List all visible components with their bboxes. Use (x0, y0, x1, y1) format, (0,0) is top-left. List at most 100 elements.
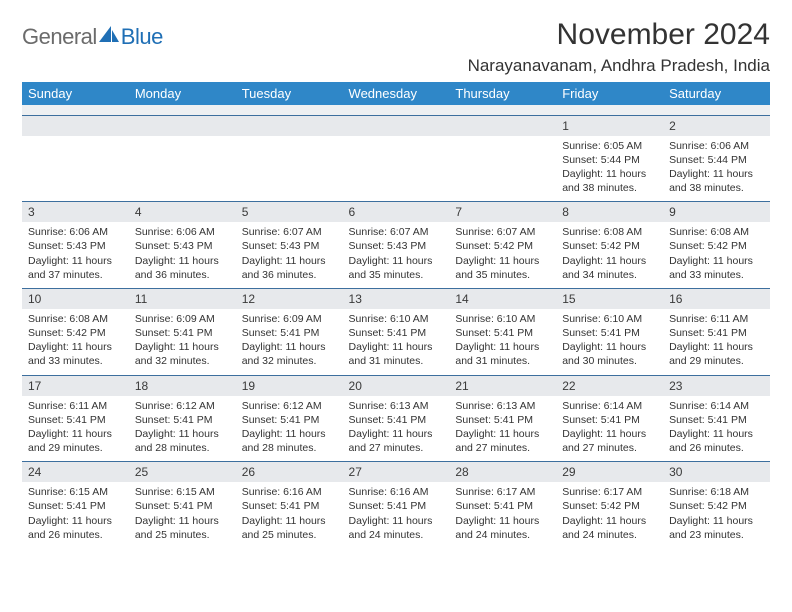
day-cell: 28Sunrise: 6:17 AMSunset: 5:41 PMDayligh… (449, 462, 556, 548)
day-body: Sunrise: 6:05 AMSunset: 5:44 PMDaylight:… (556, 136, 663, 202)
day-sr: Sunrise: 6:09 AM (135, 312, 230, 326)
day-d1: Daylight: 11 hours (349, 340, 444, 354)
day-cell: 24Sunrise: 6:15 AMSunset: 5:41 PMDayligh… (22, 462, 129, 548)
day-cell: 17Sunrise: 6:11 AMSunset: 5:41 PMDayligh… (22, 375, 129, 462)
dow-thursday: Thursday (449, 82, 556, 105)
day-d2: and 33 minutes. (28, 354, 123, 368)
day-sr: Sunrise: 6:10 AM (455, 312, 550, 326)
day-cell: 13Sunrise: 6:10 AMSunset: 5:41 PMDayligh… (343, 288, 450, 375)
day-d2: and 31 minutes. (349, 354, 444, 368)
day-cell: . (129, 115, 236, 202)
day-number: 2 (663, 116, 770, 136)
dow-tuesday: Tuesday (236, 82, 343, 105)
day-d1: Daylight: 11 hours (562, 514, 657, 528)
day-d1: Daylight: 11 hours (349, 427, 444, 441)
day-cell: 5Sunrise: 6:07 AMSunset: 5:43 PMDaylight… (236, 202, 343, 289)
day-body: Sunrise: 6:09 AMSunset: 5:41 PMDaylight:… (129, 309, 236, 375)
day-body (343, 136, 450, 192)
day-ss: Sunset: 5:44 PM (669, 153, 764, 167)
day-d2: and 26 minutes. (28, 528, 123, 542)
day-number: 21 (449, 376, 556, 396)
day-cell: 23Sunrise: 6:14 AMSunset: 5:41 PMDayligh… (663, 375, 770, 462)
day-ss: Sunset: 5:41 PM (242, 499, 337, 513)
day-sr: Sunrise: 6:14 AM (669, 399, 764, 413)
day-d2: and 26 minutes. (669, 441, 764, 455)
week-row: 17Sunrise: 6:11 AMSunset: 5:41 PMDayligh… (22, 375, 770, 462)
day-d2: and 35 minutes. (455, 268, 550, 282)
day-ss: Sunset: 5:41 PM (349, 326, 444, 340)
day-cell: 12Sunrise: 6:09 AMSunset: 5:41 PMDayligh… (236, 288, 343, 375)
day-sr: Sunrise: 6:18 AM (669, 485, 764, 499)
day-body: Sunrise: 6:11 AMSunset: 5:41 PMDaylight:… (663, 309, 770, 375)
day-number: 30 (663, 462, 770, 482)
day-sr: Sunrise: 6:07 AM (349, 225, 444, 239)
day-cell: 8Sunrise: 6:08 AMSunset: 5:42 PMDaylight… (556, 202, 663, 289)
day-d1: Daylight: 11 hours (455, 254, 550, 268)
day-number: 13 (343, 289, 450, 309)
day-ss: Sunset: 5:41 PM (135, 413, 230, 427)
day-ss: Sunset: 5:41 PM (135, 499, 230, 513)
day-d2: and 35 minutes. (349, 268, 444, 282)
dow-sunday: Sunday (22, 82, 129, 105)
day-d2: and 37 minutes. (28, 268, 123, 282)
day-d1: Daylight: 11 hours (349, 514, 444, 528)
day-d2: and 25 minutes. (242, 528, 337, 542)
day-body: Sunrise: 6:09 AMSunset: 5:41 PMDaylight:… (236, 309, 343, 375)
day-cell: 25Sunrise: 6:15 AMSunset: 5:41 PMDayligh… (129, 462, 236, 548)
day-body: Sunrise: 6:11 AMSunset: 5:41 PMDaylight:… (22, 396, 129, 462)
day-number: 16 (663, 289, 770, 309)
day-body: Sunrise: 6:10 AMSunset: 5:41 PMDaylight:… (449, 309, 556, 375)
day-d1: Daylight: 11 hours (135, 427, 230, 441)
day-cell: 19Sunrise: 6:12 AMSunset: 5:41 PMDayligh… (236, 375, 343, 462)
day-sr: Sunrise: 6:08 AM (28, 312, 123, 326)
day-cell: 7Sunrise: 6:07 AMSunset: 5:42 PMDaylight… (449, 202, 556, 289)
calendar-table: Sunday Monday Tuesday Wednesday Thursday… (22, 82, 770, 548)
day-ss: Sunset: 5:42 PM (562, 239, 657, 253)
day-body: Sunrise: 6:14 AMSunset: 5:41 PMDaylight:… (663, 396, 770, 462)
day-ss: Sunset: 5:43 PM (349, 239, 444, 253)
day-number: 20 (343, 376, 450, 396)
day-ss: Sunset: 5:41 PM (135, 326, 230, 340)
day-number: 29 (556, 462, 663, 482)
day-cell: 3Sunrise: 6:06 AMSunset: 5:43 PMDaylight… (22, 202, 129, 289)
day-cell: 4Sunrise: 6:06 AMSunset: 5:43 PMDaylight… (129, 202, 236, 289)
day-cell: . (343, 115, 450, 202)
day-cell: . (22, 115, 129, 202)
day-number: 1 (556, 116, 663, 136)
day-ss: Sunset: 5:42 PM (455, 239, 550, 253)
day-d1: Daylight: 11 hours (28, 340, 123, 354)
day-d1: Daylight: 11 hours (669, 340, 764, 354)
dow-saturday: Saturday (663, 82, 770, 105)
day-number: . (343, 116, 450, 136)
day-ss: Sunset: 5:42 PM (562, 499, 657, 513)
day-number: . (129, 116, 236, 136)
day-ss: Sunset: 5:41 PM (349, 499, 444, 513)
day-d2: and 28 minutes. (135, 441, 230, 455)
day-number: 3 (22, 202, 129, 222)
day-ss: Sunset: 5:41 PM (349, 413, 444, 427)
day-number: 23 (663, 376, 770, 396)
day-ss: Sunset: 5:43 PM (242, 239, 337, 253)
logo-text-general: General (22, 24, 97, 50)
day-number: 4 (129, 202, 236, 222)
day-number: . (236, 116, 343, 136)
day-body: Sunrise: 6:16 AMSunset: 5:41 PMDaylight:… (343, 482, 450, 548)
day-body: Sunrise: 6:10 AMSunset: 5:41 PMDaylight:… (343, 309, 450, 375)
day-number: 17 (22, 376, 129, 396)
day-body (22, 136, 129, 192)
day-ss: Sunset: 5:41 PM (242, 413, 337, 427)
day-d2: and 31 minutes. (455, 354, 550, 368)
dow-wednesday: Wednesday (343, 82, 450, 105)
day-number: 24 (22, 462, 129, 482)
day-number: 14 (449, 289, 556, 309)
day-sr: Sunrise: 6:15 AM (28, 485, 123, 499)
day-d1: Daylight: 11 hours (669, 254, 764, 268)
day-ss: Sunset: 5:41 PM (28, 499, 123, 513)
day-number: 19 (236, 376, 343, 396)
day-d1: Daylight: 11 hours (242, 254, 337, 268)
day-sr: Sunrise: 6:05 AM (562, 139, 657, 153)
day-d2: and 38 minutes. (669, 181, 764, 195)
day-cell: 21Sunrise: 6:13 AMSunset: 5:41 PMDayligh… (449, 375, 556, 462)
day-d1: Daylight: 11 hours (562, 254, 657, 268)
day-body: Sunrise: 6:13 AMSunset: 5:41 PMDaylight:… (449, 396, 556, 462)
